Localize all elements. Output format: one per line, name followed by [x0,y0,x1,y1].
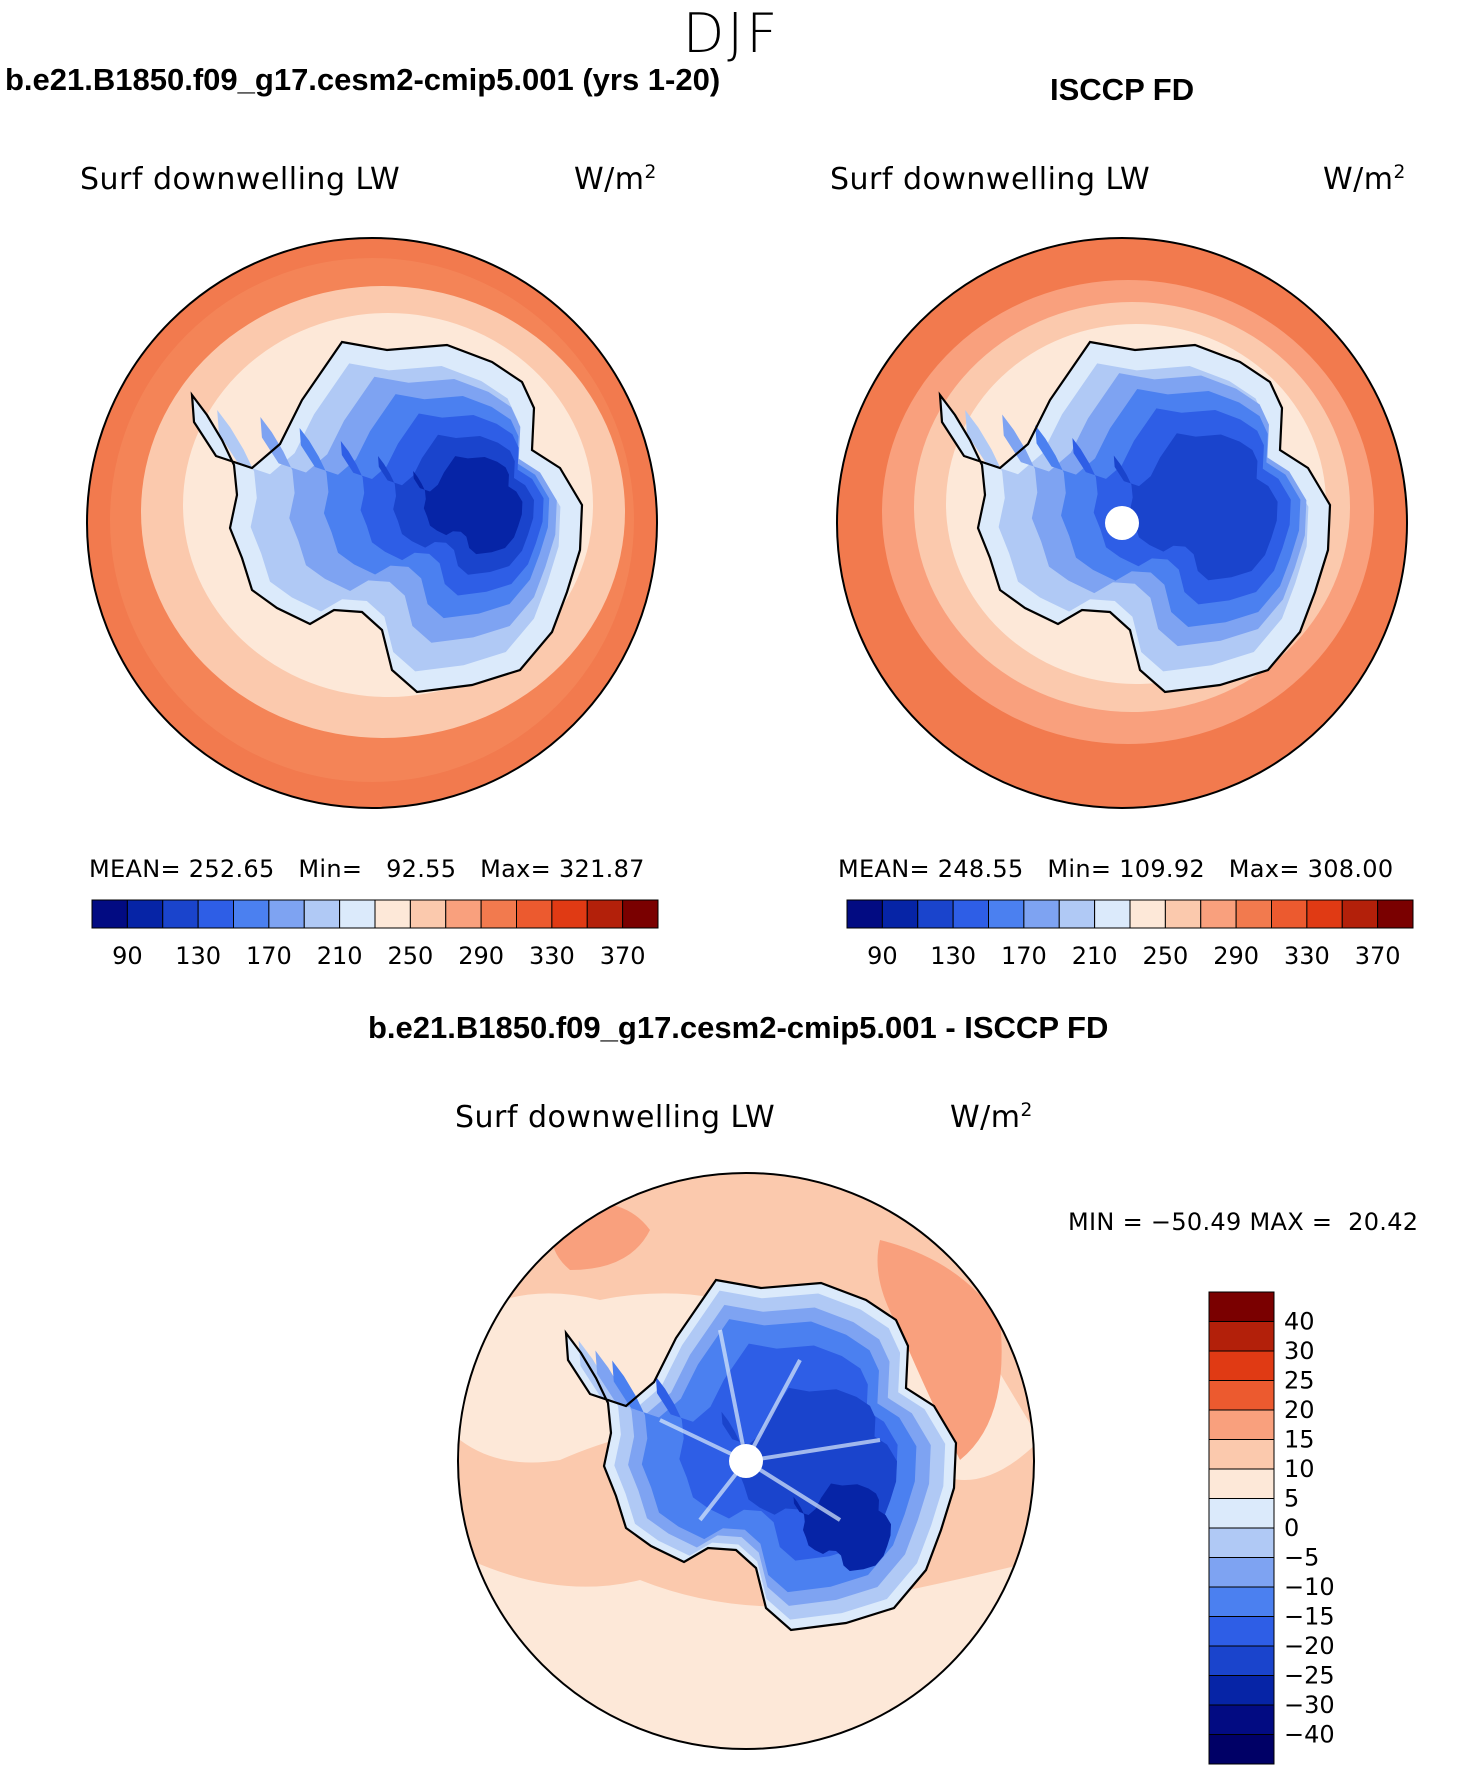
diff-colorbar-tick: 10 [1284,1455,1315,1483]
model-colorbar-swatch [480,899,517,929]
obs-colorbar-swatch [1200,899,1237,929]
diff-colorbar-tick: 30 [1284,1337,1315,1365]
obs-colorbar-tick: 130 [930,942,976,970]
diff-units-label: W/m2 [950,1100,1033,1135]
obs-colorbar-swatch [952,899,989,929]
diff-colorbar-swatch [1208,1645,1275,1676]
obs-colorbar-swatch [1094,899,1131,929]
diff-variable-label: Surf downwelling LW [455,1100,776,1135]
obs-colorbar-swatch [881,899,919,929]
diff-colorbar-tick: −10 [1284,1573,1335,1601]
model-variable-label: Surf downwelling LW [80,162,401,197]
model-colorbar-swatch [162,899,199,929]
diff-panel-title: b.e21.B1850.f09_g17.cesm2-cmip5.001 - IS… [368,1010,1109,1045]
model-colorbar-tick: 250 [387,942,433,970]
diff-colorbar-tick: 0 [1284,1514,1299,1542]
obs-colorbar-swatch [1235,899,1272,929]
model-colorbar-swatch [409,899,447,929]
obs-colorbar-tick: 290 [1213,942,1259,970]
model-colorbar-swatch [268,899,305,929]
diff-colorbar-swatch [1208,1409,1275,1440]
diff-colorbar-tick: −30 [1284,1691,1335,1719]
model-colorbar-tick: 170 [246,942,292,970]
diff-colorbar-tick: 15 [1284,1426,1315,1454]
model-colorbar-tick: 90 [112,942,143,970]
diff-map [457,1172,1035,1750]
diff-colorbar-swatch [1208,1616,1275,1647]
diff-colorbar-tick: −5 [1284,1544,1319,1572]
obs-stats: MEAN= 248.55 Min= 109.92 Max= 308.00 [838,855,1394,883]
model-colorbar-swatch [339,899,376,929]
model-colorbar-tick: 330 [529,942,575,970]
diff-colorbar-swatch [1208,1675,1275,1706]
diff-colorbar-swatch [1208,1734,1275,1765]
diff-colorbar-tick: −15 [1284,1603,1335,1631]
model-colorbar-swatch [303,899,341,929]
obs-colorbar-swatch [988,899,1025,929]
model-colorbar-swatch [586,899,624,929]
diff-colorbar-swatch [1208,1704,1275,1735]
diff-colorbar-swatch [1208,1291,1275,1322]
obs-units-label: W/m2 [1323,162,1406,197]
diff-colorbar-tick: −20 [1284,1632,1335,1660]
obs-colorbar-swatch [846,899,883,929]
obs-colorbar-swatch [1129,899,1166,929]
diff-colorbar-swatch [1208,1586,1275,1617]
obs-colorbar-swatch [1306,899,1343,929]
diff-colorbar-swatch [1208,1557,1275,1588]
diff-colorbar-swatch [1208,1439,1275,1470]
diff-colorbar-swatch [1208,1350,1275,1381]
model-colorbar-swatch [445,899,482,929]
obs-variable-label: Surf downwelling LW [830,162,1151,197]
obs-colorbar: 90 130 170 210 250 290 330 370 [846,899,1414,970]
obs-colorbar-swatch [1164,899,1202,929]
diff-colorbar-swatch [1208,1321,1275,1352]
model-stats: MEAN= 252.65 Min= 92.55 Max= 321.87 [89,855,645,883]
model-colorbar-swatch [516,899,553,929]
model-colorbar-swatch [374,899,411,929]
diff-colorbar-tick: −40 [1284,1721,1335,1749]
model-map [86,237,658,809]
model-colorbar-swatch [551,899,588,929]
obs-colorbar-swatch [1058,899,1096,929]
model-units-label: W/m2 [574,162,657,197]
season-title: DJF [682,2,781,65]
diff-colorbar-swatch [1208,1498,1275,1529]
model-panel-title: b.e21.B1850.f09_g17.cesm2-cmip5.001 (yrs… [5,62,721,97]
model-colorbar-swatch [91,899,128,929]
diff-colorbar-tick: −25 [1284,1662,1335,1690]
obs-colorbar-tick: 170 [1001,942,1047,970]
obs-panel-title: ISCCP FD [1050,72,1195,107]
model-colorbar-tick: 210 [317,942,363,970]
obs-colorbar-swatch [1023,899,1060,929]
obs-colorbar-swatch [1271,899,1308,929]
diff-colorbar-swatch [1208,1527,1275,1558]
diff-colorbar-swatch [1208,1380,1275,1411]
obs-colorbar-tick: 90 [867,942,898,970]
model-colorbar-swatch [622,899,659,929]
diff-minmax: MIN = −50.49 MAX = 20.42 [1068,1208,1419,1236]
obs-colorbar-swatch [1377,899,1414,929]
model-colorbar-tick: 130 [175,942,221,970]
obs-map [836,237,1408,809]
model-colorbar-tick: 370 [600,942,646,970]
diff-colorbar-swatch [1208,1468,1275,1499]
model-colorbar-tick: 290 [458,942,504,970]
diff-colorbar-tick: 25 [1284,1367,1315,1395]
diff-colorbar-tick: 20 [1284,1396,1315,1424]
obs-colorbar-tick: 370 [1355,942,1401,970]
obs-colorbar-swatch [1341,899,1379,929]
obs-colorbar-swatch [917,899,954,929]
obs-colorbar-tick: 250 [1142,942,1188,970]
obs-colorbar-tick: 210 [1072,942,1118,970]
model-colorbar: 90 130 170 210 250 290 330 370 [91,899,659,970]
model-colorbar-swatch [233,899,270,929]
model-colorbar-swatch [197,899,234,929]
model-colorbar-swatch [126,899,164,929]
diff-colorbar-tick: 5 [1284,1485,1299,1513]
diff-colorbar-tick: 40 [1284,1308,1315,1336]
obs-colorbar-tick: 330 [1284,942,1330,970]
